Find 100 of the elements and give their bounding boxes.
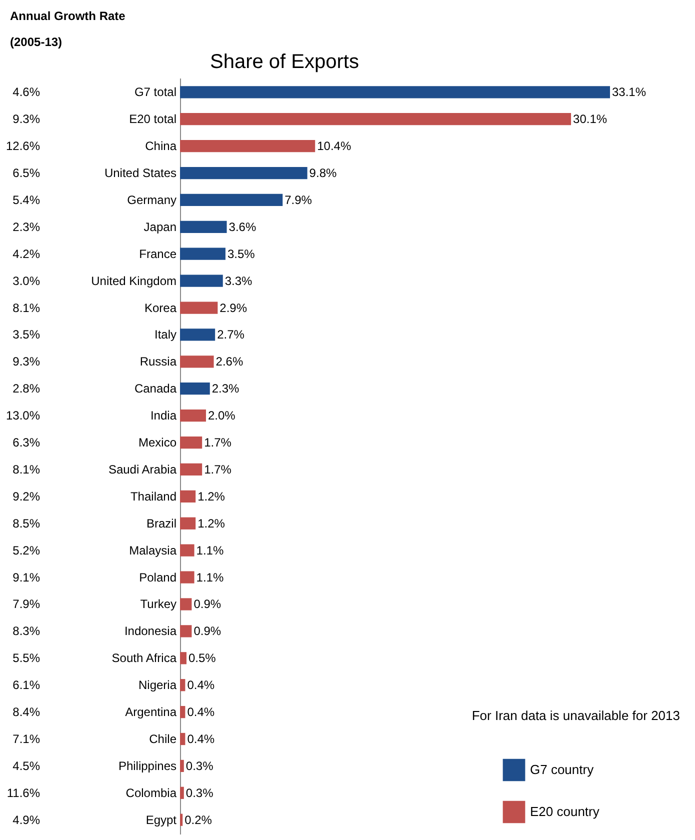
bar xyxy=(180,220,227,233)
y-tick-label: United States xyxy=(104,166,176,180)
data-label: 30.1% xyxy=(573,112,608,126)
bar xyxy=(180,194,283,206)
data-label: 3.5% xyxy=(227,246,256,261)
data-label: 1.7% xyxy=(204,462,232,476)
data-label: 0.4% xyxy=(187,732,215,746)
text: 3.5% xyxy=(12,328,40,342)
y-tick-label: Chile xyxy=(149,732,177,746)
bar xyxy=(180,166,308,180)
text: 4.2% xyxy=(12,246,40,261)
data-label: 1.7% xyxy=(204,436,232,450)
bar xyxy=(180,732,186,746)
y-tick-label: Malaysia xyxy=(129,543,177,558)
text: 8.3% xyxy=(12,624,40,638)
bar xyxy=(180,706,186,718)
y-tick-label: France xyxy=(139,246,177,261)
y-tick-label: Turkey xyxy=(140,597,176,612)
y-tick-label: Mexico xyxy=(138,436,177,450)
data-label: 2.0% xyxy=(208,408,236,423)
y-tick-label: Germany xyxy=(127,192,176,207)
data-label: 3.3% xyxy=(224,274,253,288)
data-label: 0.9% xyxy=(194,597,222,612)
text: 4.6% xyxy=(12,85,40,100)
bar xyxy=(180,786,184,799)
text: 8.1% xyxy=(12,462,40,476)
data-label: 0.9% xyxy=(194,624,222,638)
text: 11.6% xyxy=(6,786,40,800)
y-tick-label: Philippines xyxy=(118,758,176,773)
data-label: 33.1% xyxy=(612,85,646,100)
y-tick-label: United Kingdom xyxy=(91,274,176,288)
text: 7.9% xyxy=(12,597,40,612)
text: 5.4% xyxy=(12,192,40,207)
bar xyxy=(180,490,196,502)
legend-label: E20 country xyxy=(530,804,600,819)
text: 5.5% xyxy=(12,651,40,666)
y-tick-label: China xyxy=(145,139,177,154)
bar xyxy=(180,248,226,260)
text: 6.3% xyxy=(12,436,40,450)
bar xyxy=(180,436,202,449)
data-label: 9.8% xyxy=(309,166,337,180)
text: 5.2% xyxy=(12,543,40,558)
data-label: 10.4% xyxy=(317,139,352,154)
text: 9.3% xyxy=(12,354,40,369)
data-label: 3.6% xyxy=(228,220,256,234)
bar xyxy=(180,544,194,556)
text: 8.5% xyxy=(12,516,40,530)
text: 2.3% xyxy=(12,220,40,234)
text: 12.6% xyxy=(6,139,40,154)
bar xyxy=(180,113,572,126)
bar xyxy=(180,517,196,530)
text: 13.0% xyxy=(6,408,40,423)
y-tick-label: Nigeria xyxy=(138,678,177,692)
data-label: 2.9% xyxy=(220,300,248,315)
text: 9.2% xyxy=(12,489,40,504)
y-tick-label: Egypt xyxy=(146,812,178,827)
legend-label: G7 country xyxy=(530,762,594,777)
y-tick-label: Russia xyxy=(140,354,177,369)
text: 6.1% xyxy=(12,678,40,692)
bar xyxy=(180,598,192,610)
bar xyxy=(180,410,206,422)
bar xyxy=(180,625,192,638)
data-label: 0.2% xyxy=(184,812,212,827)
text: 3.0% xyxy=(12,274,40,288)
bar xyxy=(180,679,186,692)
y-tick-label: Brazil xyxy=(146,516,176,530)
text: (2005-13) xyxy=(10,35,62,49)
bar xyxy=(180,140,316,152)
text: 8.1% xyxy=(12,300,40,315)
y-tick-label: Italy xyxy=(154,328,176,342)
bar xyxy=(180,382,210,395)
data-label: 0.3% xyxy=(186,786,214,800)
data-label: 2.3% xyxy=(212,382,240,396)
annotation: For Iran data is unavailable for 2013 xyxy=(472,708,680,723)
text: 7.1% xyxy=(12,732,40,746)
y-tick-label: G7 total xyxy=(134,85,176,100)
chart-title: Share of Exports xyxy=(210,51,359,73)
y-tick-label: Korea xyxy=(144,300,177,315)
text: Annual Growth Rate xyxy=(10,9,126,23)
y-tick-label: Argentina xyxy=(125,705,177,720)
text: 4.5% xyxy=(12,758,40,773)
data-label: 0.4% xyxy=(187,678,215,692)
text: 4.9% xyxy=(12,812,40,827)
y-tick-label: Japan xyxy=(144,220,176,234)
text: 9.1% xyxy=(12,570,40,584)
y-tick-label: South Africa xyxy=(112,651,177,666)
bar xyxy=(180,328,216,341)
text: 8.4% xyxy=(12,705,40,720)
y-tick-label: Colombia xyxy=(126,786,177,800)
y-tick-label: Indonesia xyxy=(124,624,177,638)
bar xyxy=(180,463,202,476)
bar xyxy=(180,760,184,772)
y-tick-label: E20 total xyxy=(129,112,176,126)
bar xyxy=(180,571,194,584)
bar xyxy=(180,652,186,664)
data-label: 1.1% xyxy=(196,543,224,558)
y-tick-label: Saudi Arabia xyxy=(108,462,177,476)
bar xyxy=(180,86,610,98)
bar xyxy=(180,302,218,314)
bar xyxy=(180,274,223,287)
